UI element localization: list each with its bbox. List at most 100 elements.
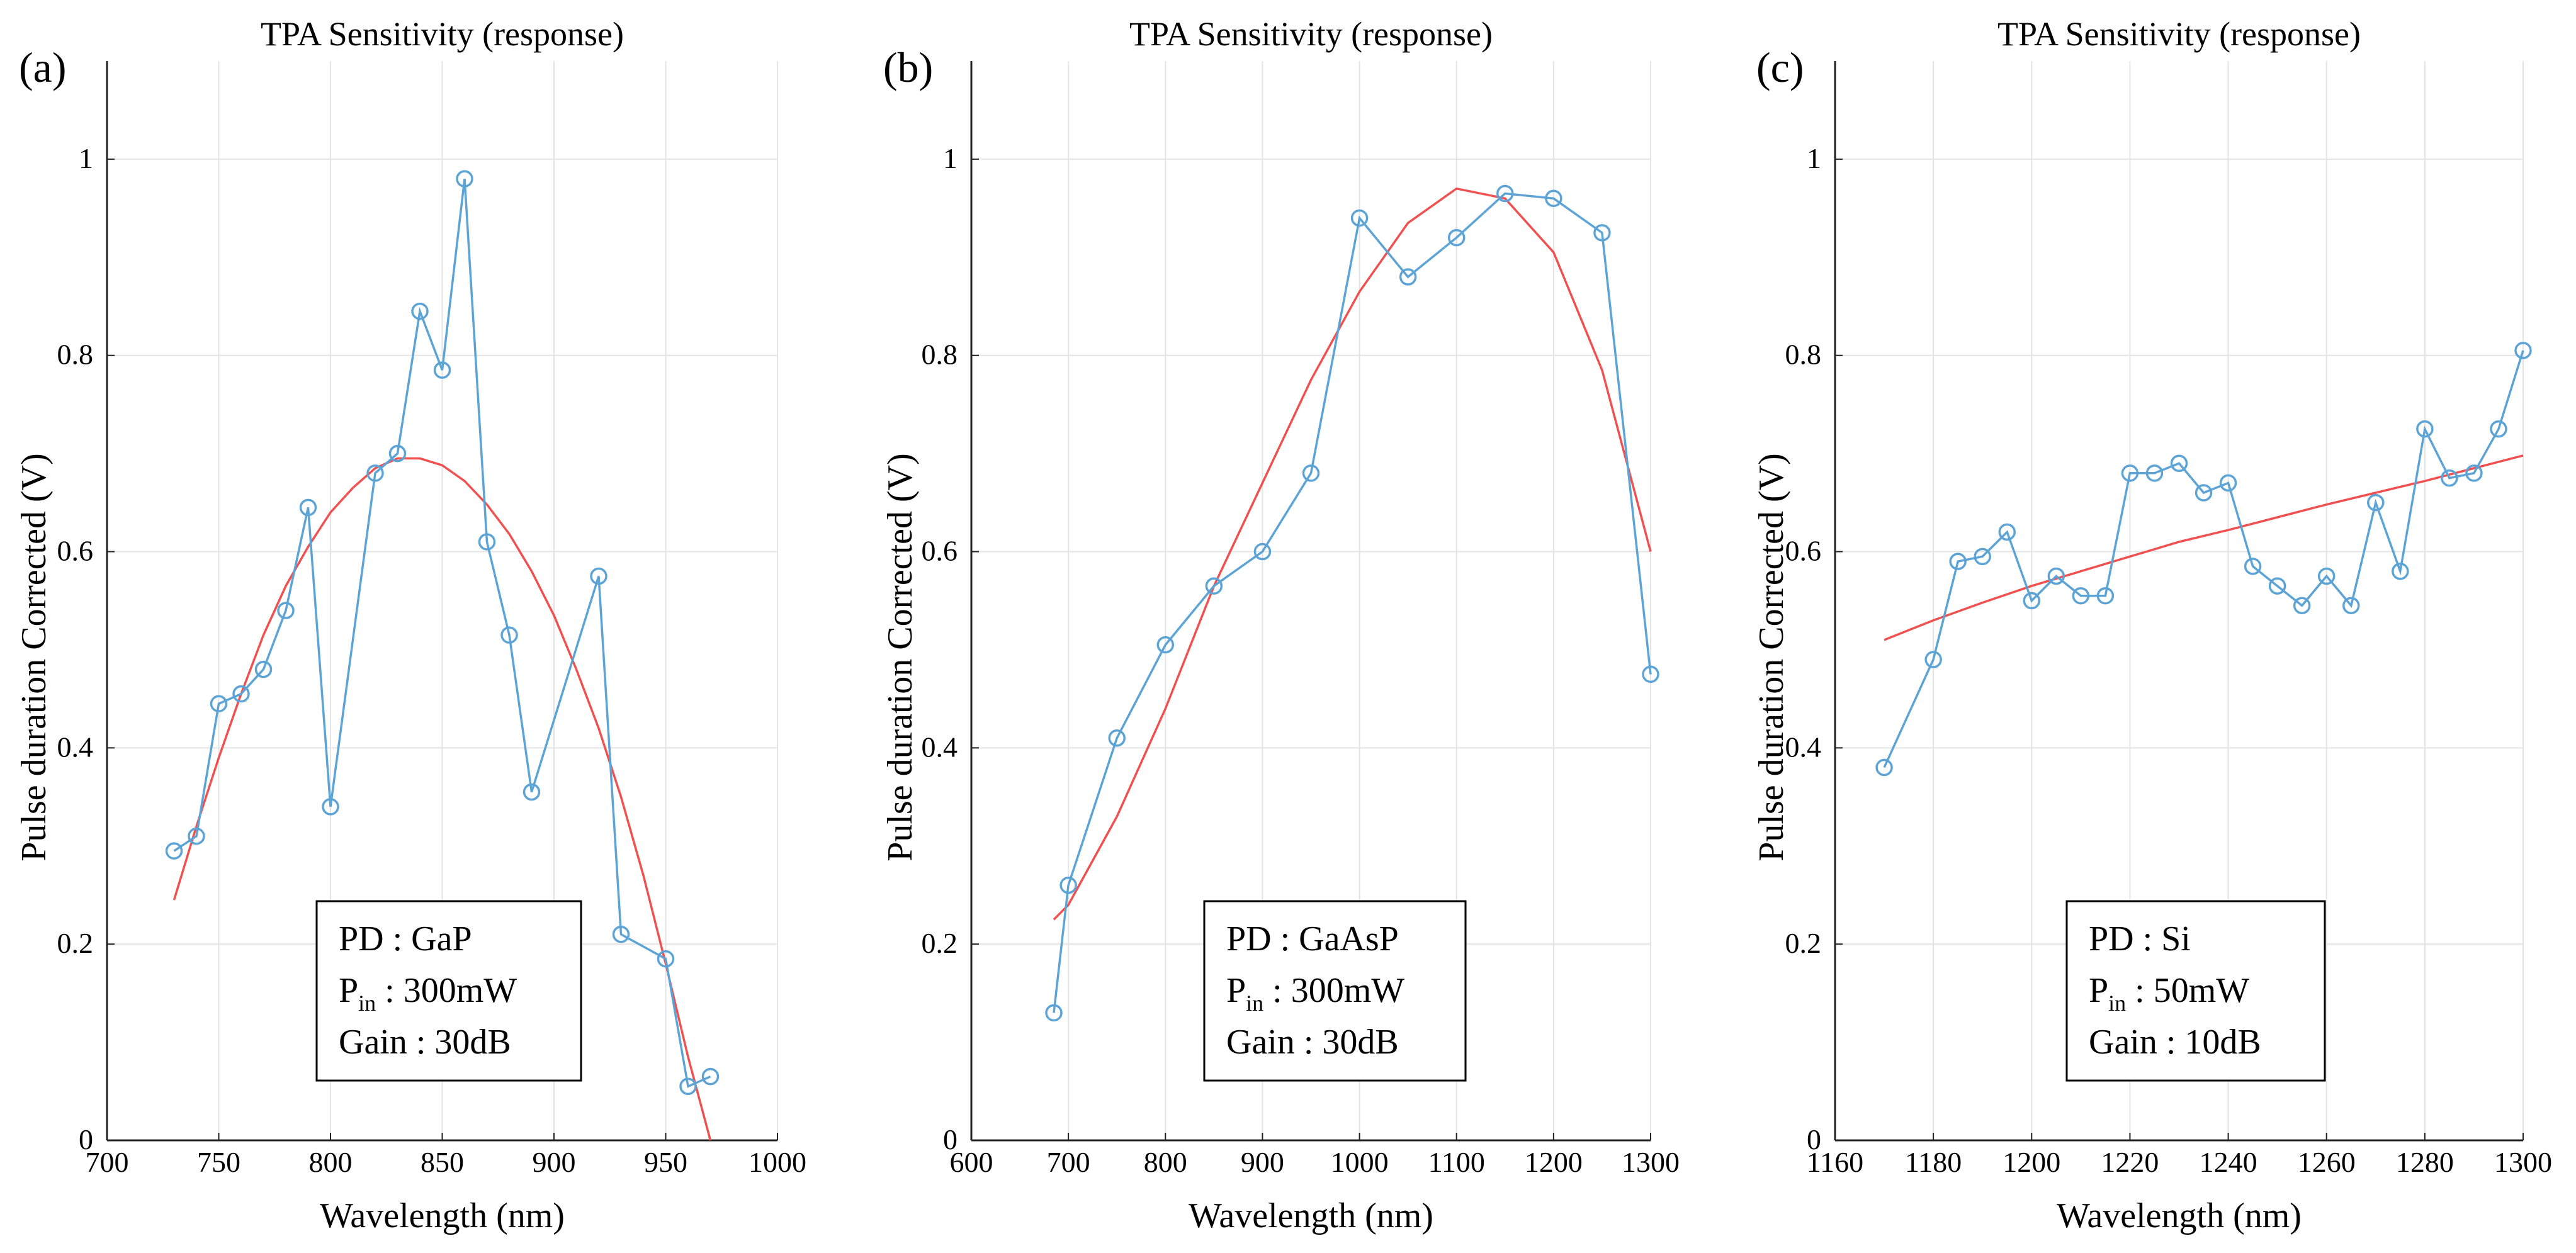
data-point — [2023, 592, 2041, 610]
x-tick-label: 700 — [86, 1146, 129, 1178]
y-tick-label: 0.8 — [57, 339, 94, 371]
fit-curve — [1884, 454, 2524, 641]
data-point — [679, 1077, 697, 1095]
y-tick-label: 0 — [1807, 1123, 1821, 1155]
x-tick-label: 900 — [533, 1146, 576, 1178]
data-point — [2490, 420, 2507, 438]
y-tick-label: 0.4 — [1785, 731, 1822, 763]
measured-line — [1883, 350, 2524, 768]
data-point — [322, 798, 339, 816]
x-tick-label: 1100 — [1428, 1146, 1485, 1178]
x-tick-label: 1200 — [2003, 1146, 2060, 1178]
measured-line — [173, 178, 711, 1088]
info-box-frame — [315, 900, 582, 1082]
data-point — [1399, 268, 1417, 286]
panel-label: (a) — [19, 43, 66, 91]
chart-panel-1: 700 750 800 850 900 950 1000 0 0.2 0.4 0.6 0.8 1 TPA … — [14, 15, 806, 1235]
data-point — [1205, 577, 1223, 595]
data-point — [1253, 542, 1272, 561]
info-pin: Pin : 50mW — [2089, 971, 2249, 1016]
data-point — [232, 685, 250, 703]
data-point — [590, 567, 607, 585]
x-tick-label: 1220 — [2101, 1146, 2159, 1178]
data-point — [1998, 523, 2016, 541]
y-tick-label: 1 — [1807, 142, 1821, 174]
data-point — [188, 827, 205, 845]
y-tick-label: 0.4 — [57, 731, 94, 763]
data-point — [1642, 665, 1659, 683]
y-tick-label: 0.8 — [1785, 339, 1822, 371]
panel-label: (c) — [1756, 43, 1804, 91]
y-tick-label: 0 — [79, 1123, 93, 1155]
y-tick-label: 0.2 — [922, 927, 958, 959]
data-point — [2170, 454, 2188, 472]
data-point — [366, 464, 384, 482]
data-point — [2441, 469, 2458, 487]
info-pin-symbol: P — [339, 971, 358, 1010]
x-tick-label: 1280 — [2396, 1146, 2454, 1178]
data-point — [1496, 184, 1514, 203]
data-point — [2342, 597, 2360, 615]
data-point — [1949, 553, 1967, 570]
data-point — [210, 695, 228, 712]
y-tick-label: 0.6 — [57, 535, 94, 567]
data-point — [277, 602, 295, 619]
x-tick-label: 900 — [1241, 1146, 1284, 1178]
fit-curve — [1053, 187, 1652, 921]
x-tick-label: 1000 — [1331, 1146, 1389, 1178]
data-point — [657, 950, 675, 968]
x-tick-label: 1160 — [1807, 1146, 1863, 1178]
data-point — [411, 302, 429, 320]
chart-title: TPA Sensitivity (response) — [261, 15, 624, 53]
info-box: PD : Si Pin : 50mW Gain : 10dB — [2065, 900, 2326, 1082]
data-point — [2392, 562, 2409, 580]
info-pd: PD : GaP — [339, 919, 472, 958]
info-box-frame — [1203, 900, 1467, 1082]
info-pin-symbol: P — [2089, 971, 2108, 1010]
info-pin-symbol: P — [1226, 971, 1246, 1010]
y-axis-label: Pulse duration Corrected (V) — [14, 453, 54, 861]
chart-title: TPA Sensitivity (response) — [1129, 15, 1493, 53]
data-point — [1156, 636, 1175, 654]
data-point — [478, 533, 496, 551]
measured-line — [1053, 192, 1652, 1013]
data-point — [299, 498, 317, 517]
x-tick-label: 1260 — [2298, 1146, 2356, 1178]
info-pd: PD : Si — [2089, 919, 2191, 958]
y-tick-label: 0.4 — [922, 731, 958, 763]
x-tick-label: 600 — [950, 1146, 993, 1178]
data-point — [1302, 464, 1320, 482]
data-point — [2096, 587, 2115, 605]
data-point — [2047, 567, 2065, 585]
info-pd: PD : GaAsP — [1226, 919, 1399, 958]
data-point — [2317, 567, 2336, 585]
info-pin: Pin : 300mW — [1226, 971, 1404, 1016]
data-point — [2195, 484, 2213, 502]
x-tick-label: 800 — [309, 1146, 353, 1178]
x-tick-label: 1300 — [2494, 1146, 2552, 1178]
x-tick-label: 700 — [1047, 1146, 1090, 1178]
data-point — [1545, 189, 1562, 208]
info-pin-value: : 300mW — [1263, 971, 1404, 1010]
data-point — [523, 783, 541, 801]
data-point — [2268, 577, 2286, 595]
y-axis-label: Pulse duration Corrected (V) — [881, 453, 920, 861]
x-tick-label: 1300 — [1622, 1146, 1680, 1178]
y-tick-label: 0 — [943, 1123, 958, 1155]
data-point — [2219, 474, 2237, 492]
data-point — [1108, 729, 1126, 747]
x-tick-label: 850 — [421, 1146, 464, 1178]
x-tick-label: 800 — [1144, 1146, 1187, 1178]
data-point — [456, 170, 473, 188]
x-tick-label: 1200 — [1525, 1146, 1583, 1178]
data-point — [2514, 342, 2532, 359]
x-tick-label: 750 — [197, 1146, 240, 1178]
data-point — [2416, 420, 2434, 438]
y-axis-label: Pulse duration Corrected (V) — [1752, 453, 1791, 861]
info-pin-subscript: in — [358, 991, 376, 1016]
info-box: PD : GaAsP Pin : 300mW Gain : 30dB — [1203, 900, 1467, 1082]
x-tick-label: 1240 — [2200, 1146, 2257, 1178]
data-point — [2465, 464, 2483, 482]
info-pin-subscript: in — [2108, 991, 2126, 1016]
y-tick-label: 0.6 — [1785, 535, 1822, 567]
